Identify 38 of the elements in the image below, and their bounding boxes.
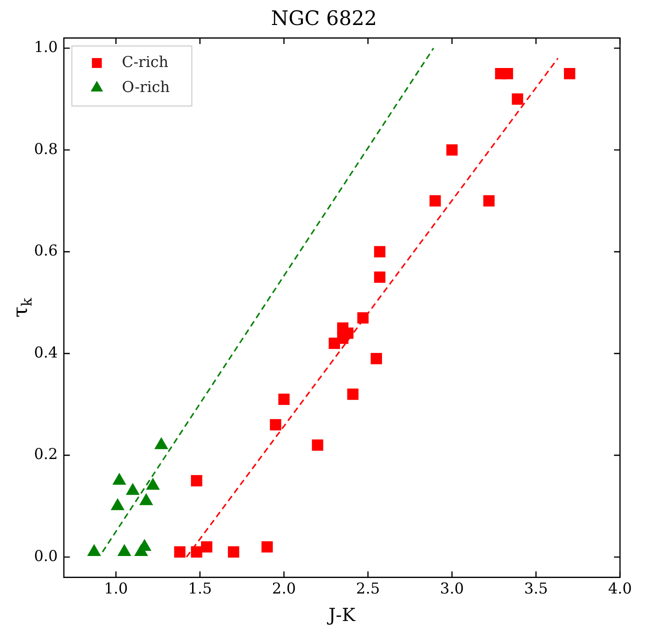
x-tick-label: 1.0 — [104, 579, 128, 598]
point — [174, 546, 186, 558]
y-tick-label: 0.4 — [34, 343, 58, 362]
x-tick-label: 3.0 — [440, 579, 464, 598]
point — [446, 144, 458, 156]
x-tick-label: 2.0 — [272, 579, 296, 598]
legend-label: C-rich — [122, 52, 169, 71]
y-tick-label: 0.0 — [34, 546, 58, 565]
x-axis-title: J-K — [326, 604, 356, 626]
point — [370, 352, 382, 364]
point — [201, 541, 212, 553]
point — [228, 546, 240, 558]
point — [190, 546, 202, 558]
point — [502, 68, 514, 80]
point — [374, 246, 386, 258]
point — [190, 475, 202, 486]
y-tick-label: 0.8 — [34, 140, 58, 158]
chart-title: NGC 6822 — [270, 6, 378, 30]
point — [278, 394, 290, 405]
y-tick-label: 0.6 — [34, 242, 58, 260]
point — [483, 195, 495, 206]
point — [270, 419, 282, 430]
point — [374, 272, 386, 283]
point — [312, 439, 324, 451]
point — [430, 195, 441, 206]
x-tick-label: 3.5 — [524, 579, 548, 598]
point — [357, 312, 369, 324]
point — [347, 388, 359, 400]
y-tick-label: 1.0 — [34, 38, 58, 56]
legend-label: O-rich — [122, 78, 170, 96]
point — [512, 93, 524, 105]
x-tick-label: 4.0 — [608, 579, 632, 598]
point — [564, 68, 576, 80]
y-tick-label: 0.2 — [34, 445, 58, 464]
y-axis-title: τk — [8, 297, 36, 318]
x-tick-label: 2.5 — [356, 579, 380, 598]
point — [262, 541, 273, 553]
x-tick-label: 1.5 — [188, 579, 212, 598]
